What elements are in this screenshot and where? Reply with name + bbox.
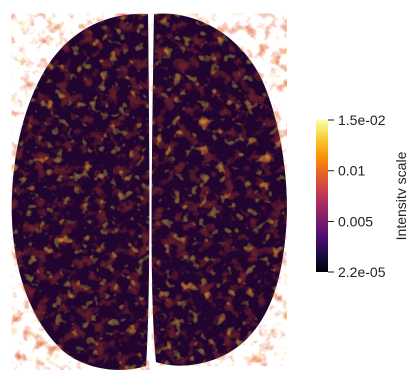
- left-hemisphere-highlights: [11, 13, 150, 370]
- colorbar-title: Intensity scale: [393, 151, 406, 240]
- colorbar: 1.5e-02 0.01 0.005 2.2e-05 Intensity scale: [316, 112, 406, 280]
- colorbar-tick-label: 2.2e-05: [338, 264, 386, 280]
- colorbar-tick-label: 0.005: [338, 213, 373, 229]
- right-hemisphere-highlights: [151, 13, 287, 366]
- right-hemisphere: [151, 13, 287, 366]
- colorbar-tick-label: 0.01: [338, 163, 365, 179]
- left-hemisphere: [11, 13, 150, 370]
- colorbar-bar: [316, 120, 328, 272]
- colorbar-tick-label: 1.5e-02: [338, 112, 386, 128]
- colorbar-ticks: 1.5e-02 0.01 0.005 2.2e-05: [328, 112, 386, 280]
